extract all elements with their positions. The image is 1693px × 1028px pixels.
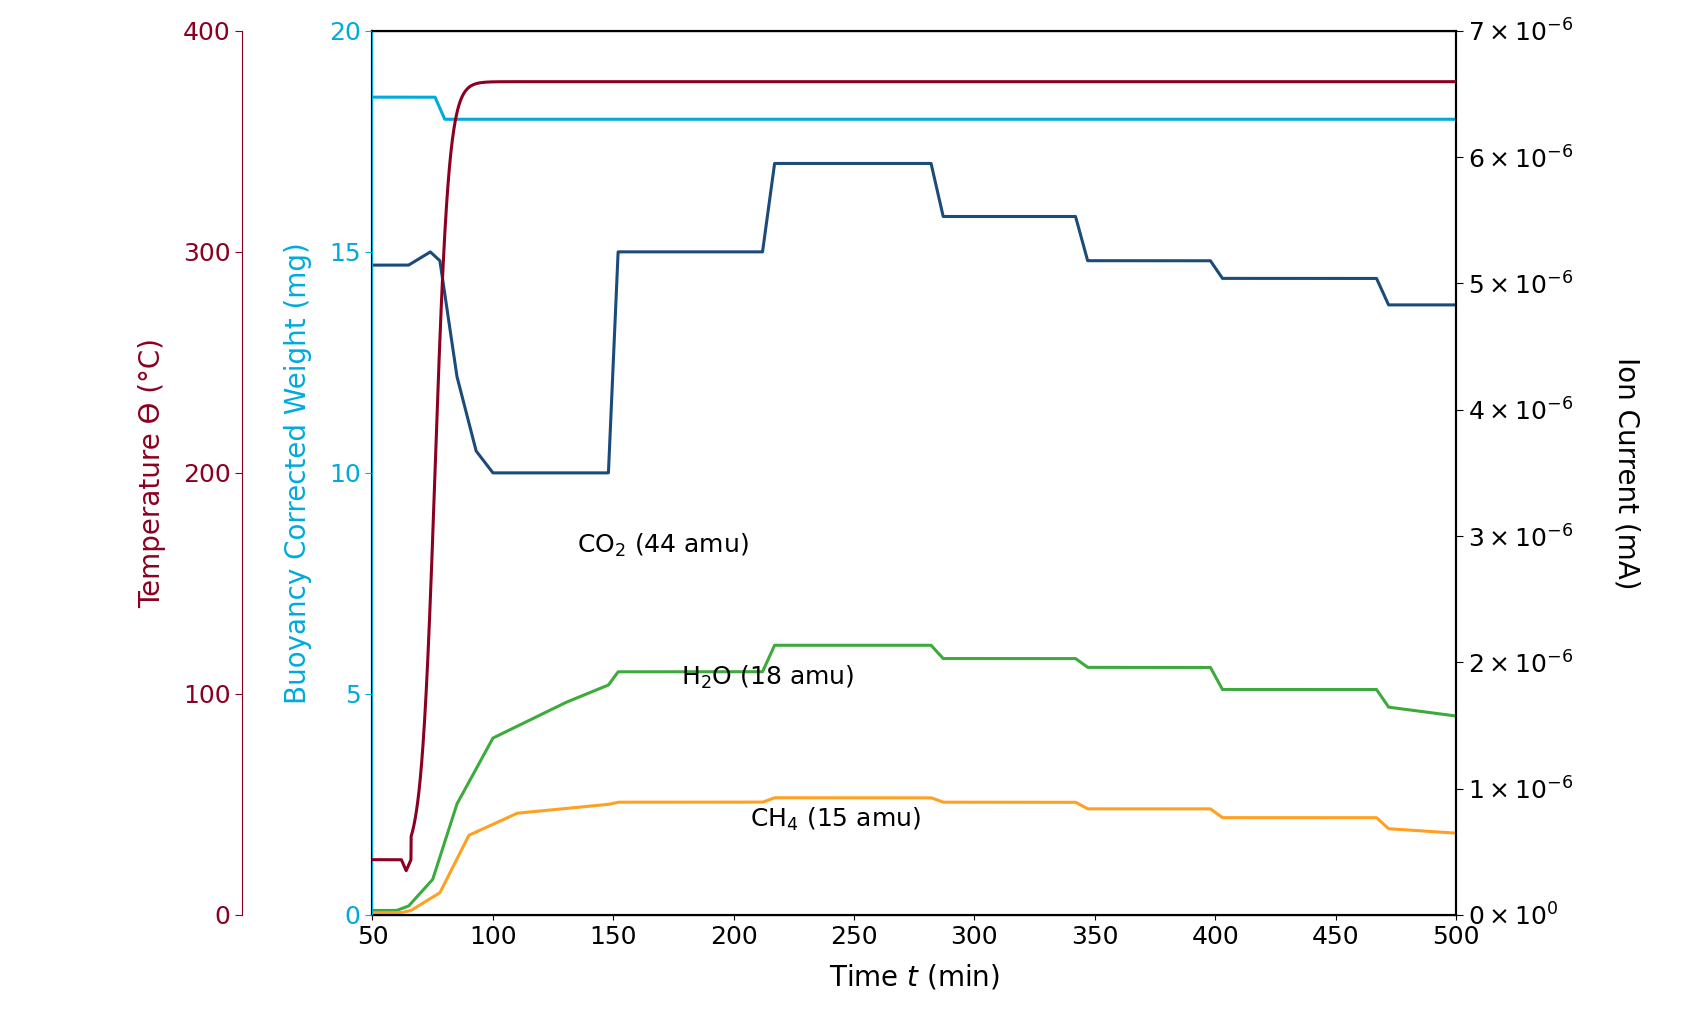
Y-axis label: Temperature ϴ (°C): Temperature ϴ (°C): [139, 338, 166, 608]
Y-axis label: Buoyancy Corrected Weight (mg): Buoyancy Corrected Weight (mg): [284, 242, 312, 704]
Text: CO$_2$ (44 amu): CO$_2$ (44 amu): [577, 531, 748, 558]
X-axis label: Time $t$ (min): Time $t$ (min): [830, 962, 999, 992]
Y-axis label: Ion Current (mA): Ion Current (mA): [1612, 357, 1641, 589]
Text: CH$_4$ (15 amu): CH$_4$ (15 amu): [750, 806, 921, 833]
Text: H$_2$O (18 amu): H$_2$O (18 amu): [681, 664, 853, 691]
